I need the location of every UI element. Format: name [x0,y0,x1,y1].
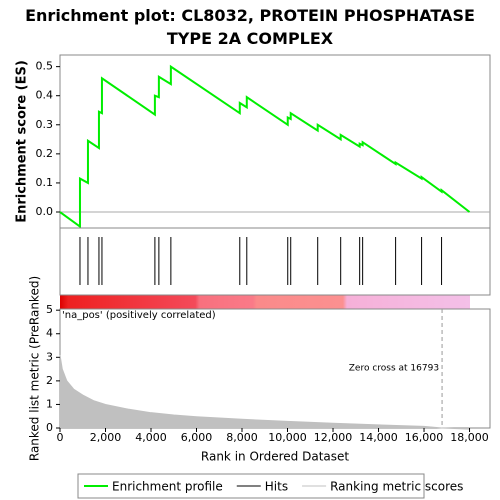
area-fill [60,354,470,430]
rank-color-band [60,295,470,309]
y-tick-label: 4 [46,327,53,340]
y-tick-label: 0.3 [36,118,54,131]
enrichment-line [59,64,471,229]
class-label: 'na_pos' (positively correlated) [62,310,216,321]
y-tick-label: 0.2 [36,147,54,160]
zero-cross-annotation: Zero cross at 16793 [349,364,439,374]
x-tick-label: 2,000 [90,431,122,444]
y-tick-label: 0.0 [36,205,54,218]
y-tick-label: 0.4 [36,89,54,102]
x-tick-label: 16,000 [405,431,444,444]
y-tick-label: 5 [46,303,53,316]
x-axis-label: Rank in Ordered Dataset [201,450,349,464]
x-tick-label: 0 [57,431,64,444]
x-tick-label: 6,000 [181,431,213,444]
x-tick-label: 18,000 [450,431,489,444]
x-tick-label: 10,000 [268,431,307,444]
panel-frame [59,54,491,229]
y-tick-label: 1 [46,397,53,410]
y-tick-label: 3 [46,350,53,363]
y-tick-label: 2 [46,374,53,387]
legend-label: Hits [265,480,288,494]
panel-frame [59,227,491,296]
y-axis-label: Enrichment score (ES) [15,60,30,223]
y-tick-label: 0.5 [36,60,54,73]
y-tick-label: 0.1 [36,176,54,189]
x-tick-label: 8,000 [226,431,258,444]
legend-label: Enrichment profile [112,480,223,494]
x-tick-label: 12,000 [314,431,353,444]
chart-title: Enrichment plot: CL8032, PROTEIN PHOSPHA… [25,6,475,48]
y-tick-label: 0 [46,421,53,434]
x-tick-label: 4,000 [135,431,167,444]
y-axis-label: Ranked list metric (PreRanked) [28,276,42,461]
x-tick-label: 14,000 [359,431,398,444]
legend-label: Ranking metric scores [330,480,463,494]
ranking-line [59,354,470,430]
